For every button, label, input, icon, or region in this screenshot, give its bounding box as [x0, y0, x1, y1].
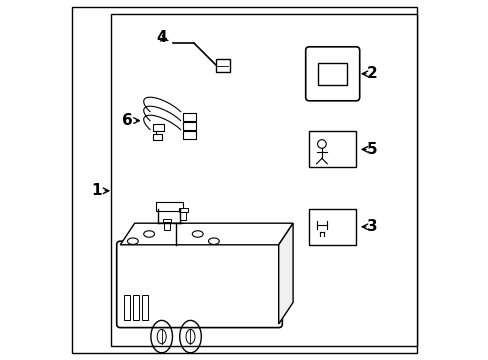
Bar	[183, 122, 196, 130]
Bar	[111, 14, 416, 346]
Bar	[133, 295, 139, 320]
Bar	[309, 209, 355, 245]
Text: 2: 2	[366, 66, 377, 81]
Bar	[180, 211, 186, 220]
Text: 4: 4	[156, 30, 167, 45]
Bar	[152, 124, 163, 131]
Bar	[123, 295, 130, 320]
Polygon shape	[278, 223, 292, 324]
Text: 5: 5	[366, 142, 377, 157]
Bar	[164, 221, 170, 230]
Bar	[163, 219, 171, 222]
Text: 1: 1	[91, 183, 102, 198]
Text: 6: 6	[122, 113, 133, 128]
Bar	[215, 59, 230, 72]
Bar	[156, 202, 183, 211]
Polygon shape	[120, 223, 292, 245]
Text: 3: 3	[366, 219, 377, 234]
Bar	[142, 295, 148, 320]
Bar	[309, 131, 355, 167]
Bar	[152, 134, 162, 140]
Bar	[179, 208, 187, 212]
Bar	[183, 131, 196, 139]
Bar	[183, 113, 196, 121]
Bar	[318, 63, 346, 85]
FancyBboxPatch shape	[117, 241, 282, 328]
FancyBboxPatch shape	[305, 47, 359, 101]
